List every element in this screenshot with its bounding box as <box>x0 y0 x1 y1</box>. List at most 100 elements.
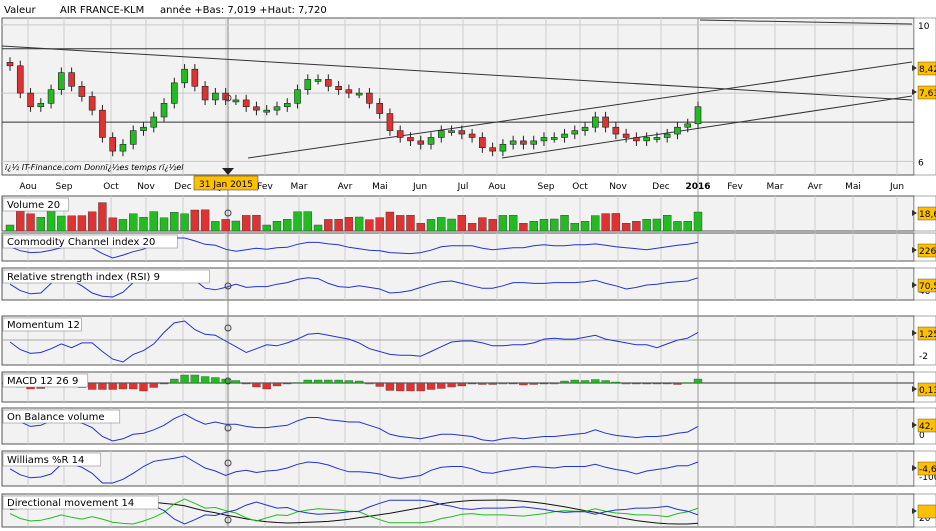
panel-obv <box>1 407 915 445</box>
volume-bar <box>621 222 631 232</box>
candle <box>643 137 650 142</box>
volume-bar <box>591 215 600 232</box>
volume-bar <box>211 221 220 232</box>
cursor-point <box>224 282 232 290</box>
macd-bar <box>252 382 261 388</box>
volume-bar <box>170 211 179 232</box>
macd-bar <box>231 380 241 384</box>
candle <box>283 103 291 108</box>
macd-bar <box>621 382 631 385</box>
candle <box>78 85 86 97</box>
macd-bar <box>693 378 703 384</box>
candle <box>304 79 312 90</box>
value-arrow-icon <box>912 282 917 288</box>
panel-label-box <box>2 495 159 510</box>
volume-bar <box>252 214 261 232</box>
month-label: Aou <box>19 182 36 192</box>
candle <box>355 92 363 96</box>
candle <box>633 137 640 142</box>
candle <box>201 85 209 101</box>
month-label: Mar <box>767 182 784 192</box>
candle <box>263 109 271 113</box>
volume-bar <box>662 214 672 232</box>
cursor-point <box>224 459 232 467</box>
macd-bar <box>375 382 384 387</box>
axis-tick-will: -100 <box>919 473 936 483</box>
cursor-date-badge <box>193 175 259 191</box>
macd-bar <box>272 382 282 387</box>
macd-bar <box>293 382 302 384</box>
candle <box>520 140 527 145</box>
candle <box>540 137 548 142</box>
trendline-up-1 <box>247 61 913 159</box>
volume-bar <box>652 218 662 232</box>
volume-bar <box>313 224 323 232</box>
candle <box>273 106 281 111</box>
month-label: Mai <box>845 182 861 192</box>
volume-bar <box>283 218 292 232</box>
panel-price <box>1 17 915 176</box>
month-label: 2016 <box>685 182 710 192</box>
macd-bar <box>580 380 590 384</box>
axis-tick-mom: -2 <box>919 352 928 362</box>
macd-bar <box>98 382 107 390</box>
volume-bar <box>529 220 538 232</box>
volume-bar <box>221 219 230 232</box>
candle <box>58 72 65 90</box>
candle <box>170 82 178 104</box>
month-label: Mar <box>291 182 308 192</box>
candle <box>427 137 435 145</box>
last-value-volume: 18,6 <box>919 210 936 220</box>
security-name: AIR FRANCE-KLM <box>60 5 144 16</box>
macd-bar <box>180 374 189 384</box>
macd-bar <box>139 382 148 392</box>
volume-bar <box>262 224 271 232</box>
volume-bar <box>180 213 189 232</box>
panel-label-volume: Volume 20 <box>7 200 60 211</box>
last-value-will: -4,6 <box>919 465 936 475</box>
last-value-badge <box>917 461 936 476</box>
volume-bar <box>560 214 569 232</box>
last-value-badge <box>917 418 936 433</box>
axis-tick-obv: 0 <box>919 431 925 441</box>
macd-bar <box>663 382 672 385</box>
candle <box>212 92 219 101</box>
macd-bar <box>498 382 508 385</box>
macd-bar <box>303 379 312 384</box>
candle <box>68 72 75 87</box>
month-label: Nov <box>137 182 155 192</box>
candle <box>550 137 558 140</box>
volume-bar <box>334 218 343 232</box>
volume-bar <box>16 208 25 232</box>
volume-bar <box>437 217 446 232</box>
month-label: Avr <box>808 182 823 192</box>
volume-bar <box>118 219 128 232</box>
month-label: Fev <box>257 182 273 192</box>
candle <box>653 137 661 140</box>
macd-bar <box>334 379 343 384</box>
volume-bar <box>293 211 302 232</box>
volume-bar <box>447 218 456 232</box>
volume-bar <box>550 218 559 232</box>
volume-bar <box>673 221 682 232</box>
cursor-point <box>224 94 232 102</box>
macd-bar <box>519 382 528 386</box>
value-arrow-icon <box>912 330 917 336</box>
axis-tick-dmi: 20 <box>919 514 931 524</box>
candle <box>47 89 55 104</box>
macd-bar <box>539 382 549 385</box>
macd-bar <box>159 382 169 385</box>
volume-bar <box>539 218 549 232</box>
candle <box>530 140 538 145</box>
candle <box>253 106 260 111</box>
panel-label-will: Williams %R 14 <box>7 455 84 466</box>
volume-bar <box>303 211 312 232</box>
candle <box>592 116 599 128</box>
volume-bar <box>601 213 610 232</box>
month-label: Sep <box>538 182 555 192</box>
value-arrow-icon <box>912 465 917 471</box>
volume-bar <box>611 213 621 232</box>
macd-bar <box>437 382 446 389</box>
panel-label-box <box>2 317 82 332</box>
candle <box>581 126 589 131</box>
